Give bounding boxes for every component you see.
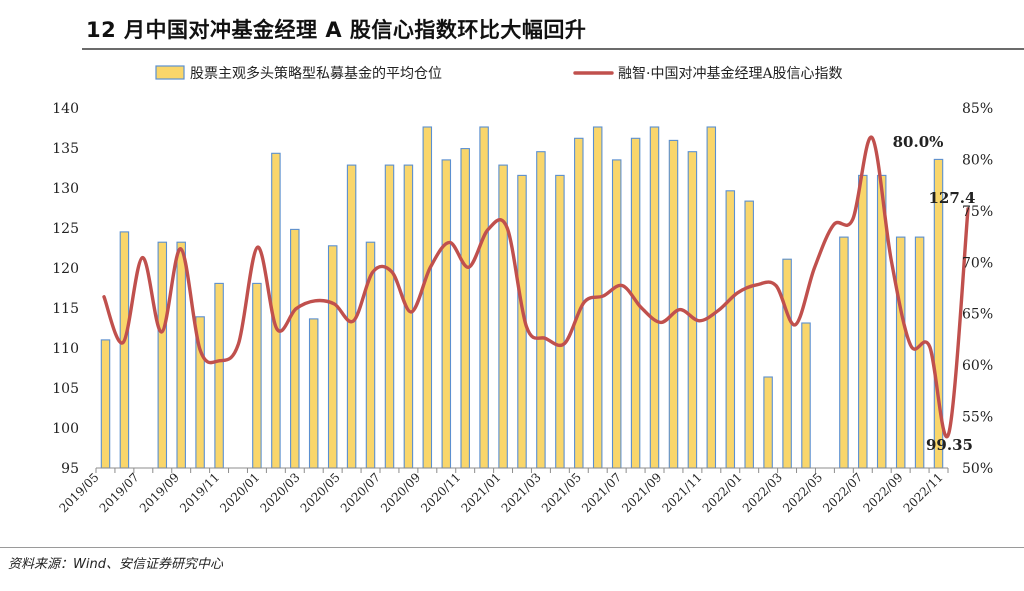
bar	[858, 174, 868, 469]
bar	[914, 236, 925, 469]
right-tick-label: 85%	[962, 101, 993, 117]
bar	[308, 318, 319, 469]
right-tick-label: 75%	[962, 204, 993, 220]
x-tick-label: 2021/11	[659, 470, 704, 515]
bar	[536, 151, 546, 469]
data-label: 127.4	[929, 189, 976, 207]
x-tick-label: 2022/11	[901, 470, 946, 515]
line-series	[102, 135, 970, 439]
x-tick-label: 2022/05	[780, 470, 825, 515]
bar	[384, 164, 395, 469]
bar	[555, 174, 565, 469]
bar	[422, 126, 433, 469]
bar	[782, 258, 792, 469]
left-tick-label: 115	[52, 301, 79, 317]
chart-area: 股票主观多头策略型私募基金的平均仓位 融智·中国对冲基金经理A股信心指数 2019…	[52, 65, 993, 515]
x-tick-label: 2021/09	[619, 470, 664, 515]
x-tick-label: 2021/07	[579, 470, 624, 515]
bar	[403, 164, 414, 469]
right-tick-label: 55%	[962, 410, 993, 426]
bar	[706, 126, 717, 469]
right-tick-label: 80%	[962, 152, 993, 168]
bar	[763, 376, 773, 469]
right-tick-label: 60%	[962, 358, 993, 374]
x-tick-label: 2021/05	[539, 470, 584, 515]
bar	[479, 126, 489, 469]
bar	[176, 241, 186, 469]
bar	[895, 236, 906, 469]
x-tick-label: 2022/07	[820, 470, 865, 515]
source-note: 资料来源：Wind、安信证券研究中心	[8, 557, 223, 572]
bar	[687, 151, 698, 469]
left-tick-label: 110	[52, 341, 79, 357]
bar	[327, 245, 338, 469]
left-tick-label: 130	[52, 181, 79, 197]
bar	[460, 148, 470, 469]
x-tick-label: 2019/11	[177, 470, 222, 515]
x-tick-label: 2022/01	[700, 470, 745, 515]
bar	[157, 241, 168, 469]
x-tick-label: 2022/03	[740, 470, 785, 515]
left-tick-label: 105	[52, 381, 79, 397]
bar	[214, 282, 224, 469]
x-tick-label: 2019/07	[97, 470, 142, 515]
x-tick-label: 2020/03	[257, 470, 302, 515]
bar	[100, 339, 111, 469]
bar	[668, 139, 679, 469]
chart-legend: 股票主观多头策略型私募基金的平均仓位 融智·中国对冲基金经理A股信心指数	[155, 65, 843, 82]
x-tick-label: 2020/09	[378, 470, 423, 515]
x-tick-label: 2020/05	[298, 470, 343, 515]
source-divider	[0, 547, 1024, 548]
bar	[649, 126, 660, 469]
data-label: 80.0%	[893, 133, 944, 151]
chart-annotations: 80.0% 127.4 99.35	[893, 133, 976, 454]
bar	[611, 159, 622, 469]
x-tick-label: 2020/07	[338, 470, 383, 515]
left-tick-label: 135	[52, 141, 79, 157]
bar	[252, 282, 262, 469]
bar-series	[100, 126, 944, 469]
right-tick-label: 65%	[962, 307, 993, 323]
bar	[839, 236, 849, 469]
x-tick-label: 2021/03	[499, 470, 544, 515]
x-tick-label: 2022/09	[860, 470, 905, 515]
bar	[744, 200, 754, 469]
right-tick-label: 50%	[962, 461, 993, 477]
bar	[119, 231, 130, 469]
x-tick-label: 2020/11	[418, 470, 463, 515]
data-label: 99.35	[926, 436, 973, 454]
legend-label-bar: 股票主观多头策略型私募基金的平均仓位	[190, 65, 442, 82]
x-tick-label: 2019/09	[137, 470, 182, 515]
bar	[290, 228, 300, 469]
title-divider	[82, 48, 1024, 50]
legend-swatch-bar	[155, 65, 185, 80]
left-tick-label: 95	[61, 461, 79, 477]
x-tick-label: 2021/01	[458, 470, 503, 515]
left-tick-label: 140	[52, 101, 79, 117]
x-tick-label: 2020/01	[217, 470, 262, 515]
left-tick-label: 120	[52, 261, 79, 277]
bar	[801, 322, 811, 469]
bar	[498, 164, 508, 469]
right-tick-label: 70%	[962, 255, 993, 271]
left-tick-label: 125	[52, 221, 79, 237]
page-title: 12 月中国对冲基金经理 A 股信心指数环比大幅回升	[86, 18, 587, 42]
bar	[441, 159, 452, 469]
confidence-index-line	[102, 135, 970, 439]
bar	[725, 190, 736, 469]
left-tick-label: 100	[52, 421, 79, 437]
legend-label-line: 融智·中国对冲基金经理A股信心指数	[618, 65, 843, 82]
